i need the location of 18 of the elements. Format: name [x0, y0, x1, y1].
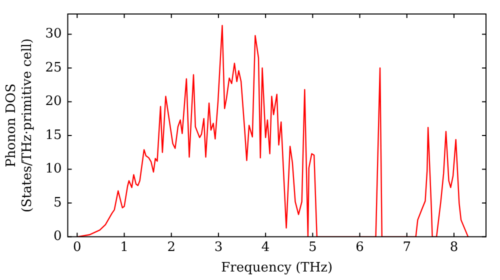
x-tick-label: 6 [356, 240, 364, 255]
x-tick-label: 5 [308, 240, 317, 255]
y-tick-label: 5 [53, 195, 62, 210]
x-axis-title: Frequency (THz) [221, 260, 333, 276]
y-tick-label: 0 [53, 229, 62, 244]
y-tick-label: 20 [45, 94, 62, 110]
x-tick-label: 1 [120, 240, 128, 255]
x-tick-label: 3 [214, 240, 223, 255]
x-tick-label: 7 [402, 240, 412, 255]
x-tick-label: 2 [167, 240, 176, 255]
y-axis-title: Phonon DOS (States/THz·primitive cell) [4, 38, 35, 212]
y-tick-label: 10 [45, 162, 62, 177]
y-tick-label: 30 [45, 26, 62, 42]
x-tick-label: 0 [73, 240, 82, 255]
y-tick-label: 25 [45, 60, 62, 76]
x-tick-label: 4 [261, 240, 270, 255]
y-tick-label: 15 [45, 128, 62, 143]
x-tick-label: 8 [450, 240, 458, 255]
